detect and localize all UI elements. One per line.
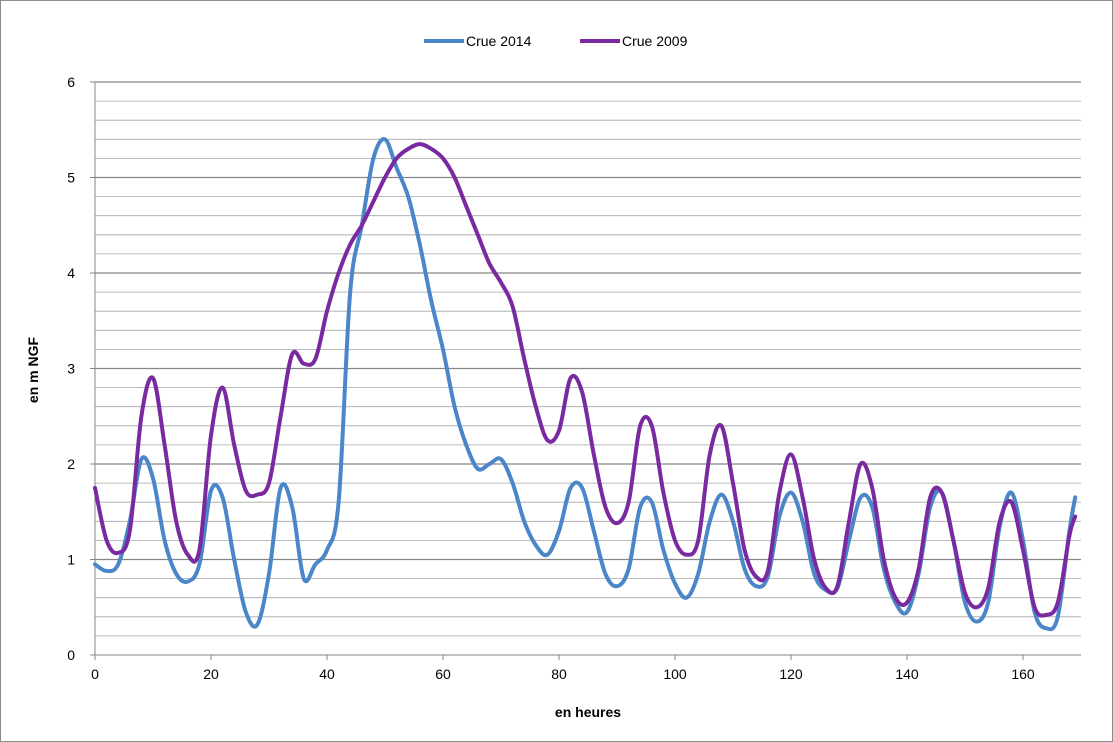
series-line-crue-2014 [93,137,1078,632]
y-tick-label: 6 [67,74,75,90]
x-tick-label: 60 [435,666,451,682]
y-tick-label: 2 [67,456,75,472]
y-tick-label: 3 [67,361,75,377]
y-tick-label: 5 [67,170,75,186]
x-tick-label: 0 [91,666,99,682]
x-tick-label: 160 [1011,666,1035,682]
x-tick-label: 120 [779,666,803,682]
y-tick-label: 0 [67,647,75,663]
y-tick-label: 4 [67,265,75,281]
x-tick-label: 40 [319,666,335,682]
x-axis-title: en heures [555,704,621,720]
legend-label: Crue 2009 [622,33,688,49]
x-tick-label: 140 [895,666,919,682]
y-tick-label: 1 [67,552,75,568]
legend: Crue 2014 Crue 2009 [424,33,688,49]
x-tick-label: 80 [551,666,567,682]
tick-labels: 0 20 40 60 80 100 120 140 160 0 1 2 3 4 5 6 [67,74,1035,682]
series-line-crue-2009 [93,142,1078,618]
series-lines [93,137,1078,632]
x-tick-label: 20 [203,666,219,682]
y-axis-title: en m NGF [25,336,41,403]
x-tick-label: 100 [663,666,687,682]
legend-label: Crue 2014 [466,33,532,49]
grid-lines [95,81,1081,637]
